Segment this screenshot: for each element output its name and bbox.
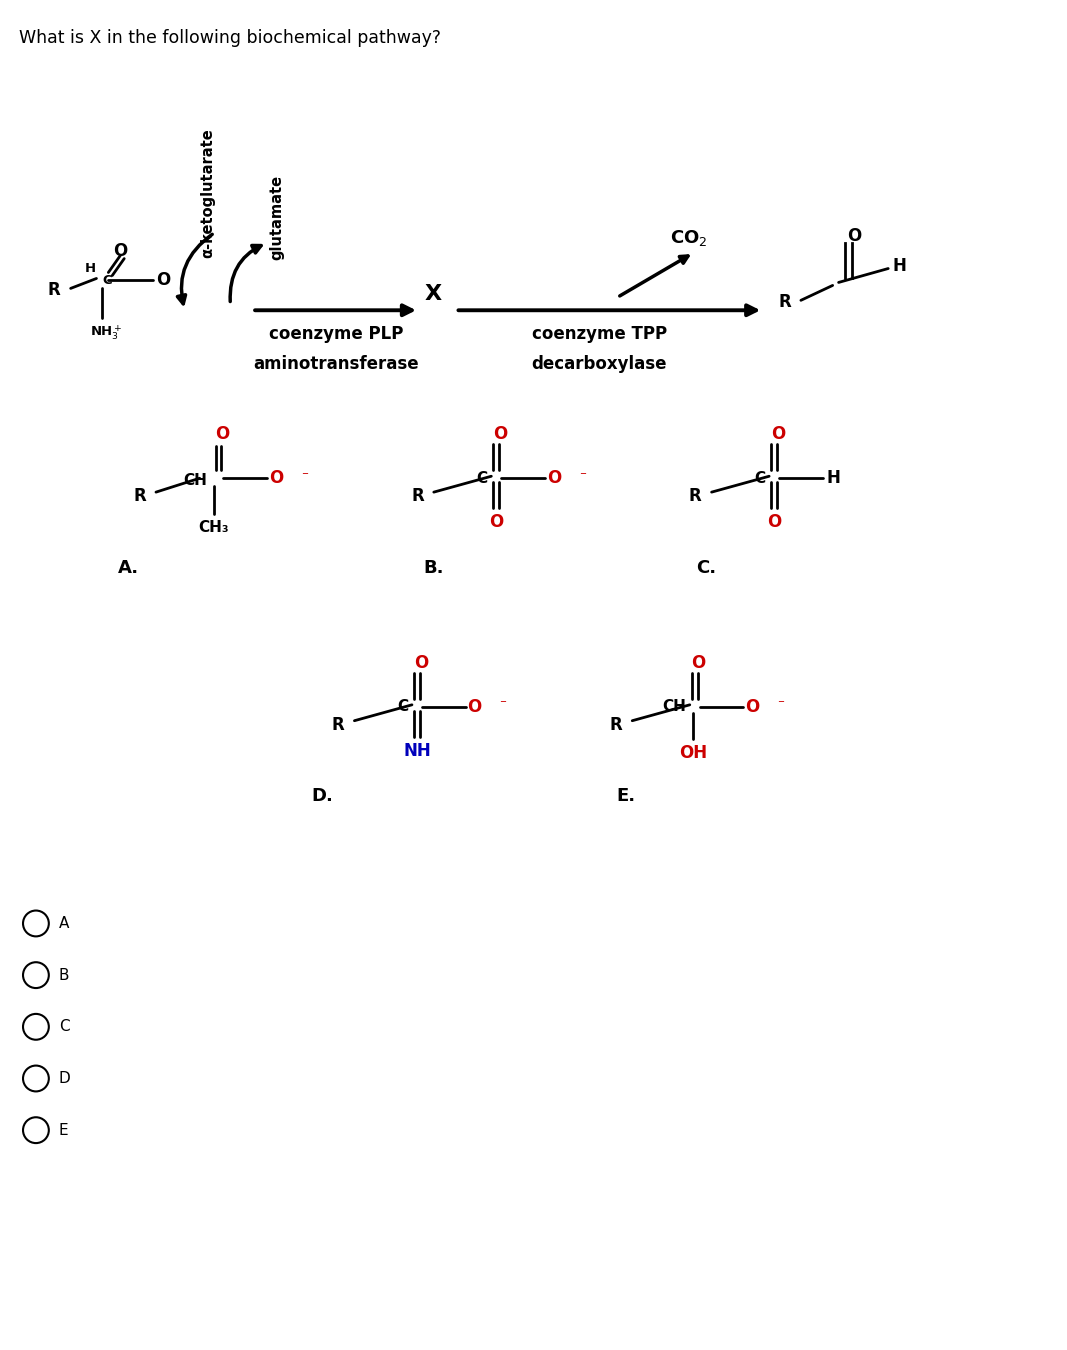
Text: C: C — [476, 471, 488, 486]
Text: NH$_3^+$: NH$_3^+$ — [91, 323, 123, 342]
Text: E.: E. — [617, 787, 636, 805]
Text: O: O — [467, 698, 482, 716]
Text: D: D — [59, 1071, 70, 1085]
Text: H: H — [85, 262, 96, 275]
Text: O: O — [414, 653, 428, 672]
Text: O: O — [746, 698, 760, 716]
Text: NH: NH — [403, 741, 431, 760]
Text: A.: A. — [118, 559, 140, 576]
Text: decarboxylase: decarboxylase — [531, 355, 667, 373]
Text: E: E — [59, 1123, 68, 1138]
Text: O: O — [269, 470, 284, 487]
Text: R: R — [332, 716, 345, 733]
Text: O: O — [493, 425, 508, 444]
Text: ⁻: ⁻ — [499, 698, 506, 711]
Text: ⁻: ⁻ — [578, 470, 586, 483]
Text: CO$_2$: CO$_2$ — [670, 228, 707, 247]
Text: O: O — [489, 513, 504, 531]
Text: glutamate: glutamate — [270, 176, 285, 261]
Text: R: R — [411, 487, 424, 505]
Text: R: R — [778, 293, 791, 312]
Text: C: C — [102, 274, 112, 288]
Text: CH: CH — [184, 472, 208, 487]
Text: OH: OH — [679, 744, 706, 761]
Text: B.: B. — [424, 559, 444, 576]
Text: ⁻: ⁻ — [777, 698, 784, 711]
Text: C: C — [754, 471, 765, 486]
Text: O: O — [771, 425, 785, 444]
Text: CH: CH — [662, 699, 686, 714]
Text: O: O — [847, 227, 861, 244]
Text: O: O — [767, 513, 781, 531]
Text: O: O — [547, 470, 561, 487]
Text: CH₃: CH₃ — [198, 520, 228, 536]
Text: C: C — [397, 699, 408, 714]
Text: coenzyme PLP: coenzyme PLP — [269, 325, 403, 343]
Text: α-ketoglutarate: α-ketoglutarate — [201, 128, 216, 258]
Text: C: C — [59, 1019, 69, 1034]
Text: O: O — [156, 271, 171, 289]
Text: R: R — [48, 281, 61, 300]
Text: ⁻: ⁻ — [301, 470, 308, 483]
Text: aminotransferase: aminotransferase — [254, 355, 419, 373]
Text: X: X — [425, 285, 442, 304]
Text: H: H — [827, 470, 841, 487]
Text: H: H — [892, 256, 906, 274]
Text: R: R — [609, 716, 622, 733]
Text: R: R — [133, 487, 146, 505]
Text: R: R — [689, 487, 702, 505]
Text: C.: C. — [696, 559, 716, 576]
Text: What is X in the following biochemical pathway?: What is X in the following biochemical p… — [19, 28, 441, 47]
Text: B: B — [59, 968, 69, 983]
Text: A: A — [59, 915, 69, 931]
Text: O: O — [216, 425, 229, 444]
Text: D.: D. — [312, 787, 334, 805]
Text: coenzyme TPP: coenzyme TPP — [532, 325, 667, 343]
Text: O: O — [113, 242, 127, 259]
Text: O: O — [691, 653, 706, 672]
